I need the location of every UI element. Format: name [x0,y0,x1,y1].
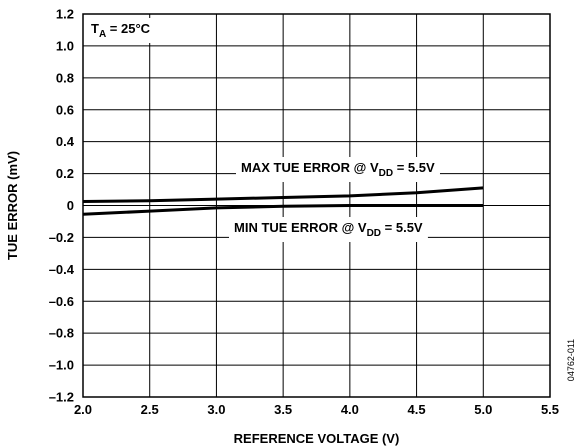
min-tue-error-line [82,204,484,216]
x-tick-label: 2.0 [74,402,92,417]
max-tue-error-line [82,186,484,203]
y-tick-label: 1.0 [56,38,74,53]
y-tick-label: –1.2 [49,390,74,405]
min-label-bg [229,217,428,242]
max-series-label: MAX TUE ERROR @ VDD = 5.5V [241,160,435,179]
x-tick-label: 4.0 [341,402,359,417]
x-tick-label: 2.5 [141,402,159,417]
y-tick-label: –0.8 [49,326,74,341]
figure-id: 04762-011 [566,339,576,381]
y-tick-label: –0.6 [49,294,74,309]
y-tick-label: –1.0 [49,358,74,373]
temp-annotation-bg [86,18,156,43]
tick-labels: 2.0 2.5 3.0 3.5 4.0 4.5 5.0 5.5 1.2 1.0 0.8 0.6 0.4 0… [49,7,559,418]
temp-annotation: TA = 25°C [91,21,151,40]
annotations: TA = 25°C MAX TUE ERROR @ VDD = 5.5V MIN… [86,18,440,242]
x-axis-label: REFERENCE VOLTAGE (V) [234,431,400,446]
y-axis-label: TUE ERROR (mV) [5,151,20,260]
x-tick-label: 3.5 [274,402,292,417]
series-lines [82,186,484,216]
y-tick-label: –0.2 [49,230,74,245]
min-series-label: MIN TUE ERROR @ VDD = 5.5V [234,220,423,239]
x-tick-label: 5.0 [474,402,492,417]
y-tick-label: 0.6 [56,102,74,117]
y-tick-label: –0.4 [49,262,75,277]
y-tick-label: 0.8 [56,70,74,85]
y-tick-label: 0.2 [56,166,74,181]
x-tick-label: 4.5 [408,402,426,417]
y-tick-label: 0.4 [56,134,75,149]
y-tick-label: 1.2 [56,7,74,22]
plot-border [82,13,551,398]
y-tick-label: 0 [67,198,74,213]
x-tick-label: 3.0 [207,402,225,417]
x-tick-label: 5.5 [541,402,559,417]
max-label-bg [236,157,440,182]
plot-frame [82,13,551,398]
